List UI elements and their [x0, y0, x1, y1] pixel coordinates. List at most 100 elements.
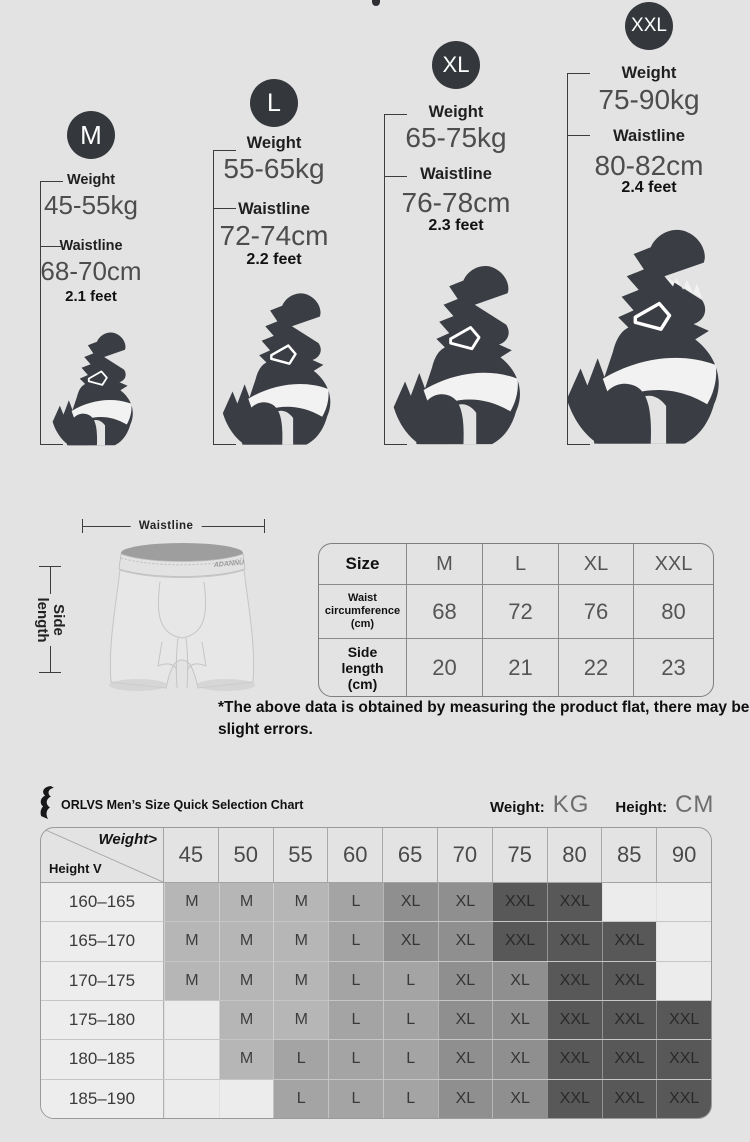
waistband-brand: ADANNU [213, 559, 246, 569]
waistline-value: 72-74cm [219, 220, 329, 251]
measurement-table: Size M L XL XXL Waist circumference (cm)… [318, 543, 714, 697]
weight-value: 75-90kg [598, 84, 700, 115]
weight-header-cell: 60 [327, 828, 382, 882]
recommended-size-cell: XL [437, 1000, 493, 1040]
recommended-size-cell: XXL [492, 883, 547, 922]
boxer-briefs-sketch: ADANNU [109, 543, 255, 691]
weight-label: Weight [621, 64, 677, 82]
height-range-cell: 165–170 [41, 922, 164, 961]
weight-value: 45-55kg [44, 190, 138, 220]
feet-value: 2.3 feet [428, 217, 484, 234]
recommended-size-cell: XXL [601, 1079, 657, 1118]
side-length-measure-label: Side length [32, 593, 68, 646]
side-length-value-xl: 22 [558, 638, 633, 696]
weight-value: 55-65kg [223, 153, 325, 184]
recommended-size-cell: M [164, 961, 219, 1000]
recommended-size-cell: L [382, 1079, 438, 1118]
dinosaur-mascot-l-icon [221, 292, 332, 446]
feet-value: 2.2 feet [246, 251, 302, 268]
recommended-size-cell: M [218, 1000, 274, 1040]
recommended-size-cell: M [218, 1040, 274, 1079]
recommended-size-cell: L [328, 961, 383, 1000]
waist-value-l: 72 [482, 584, 558, 638]
recommended-size-cell: M [218, 961, 274, 1000]
weight-label: Weight [428, 103, 484, 121]
recommended-size-cell: M [164, 922, 219, 961]
measure-bracket-m [40, 181, 63, 445]
empty-size-cell [656, 883, 711, 922]
recommended-size-cell: L [328, 922, 383, 961]
height-unit-label: Height: [615, 799, 668, 816]
size-selection-table: Weight> Height V 45 50 55 60 65 70 75 80 85 90 16… [40, 827, 712, 1119]
weight-header-cell: 50 [217, 828, 273, 882]
col-header-size: Size [345, 554, 380, 573]
weight-label: Weight [246, 134, 302, 152]
weight-unit: KG [552, 791, 590, 818]
selection-chart-row: 185–190 L L L XL XL XXL XXL XXL [41, 1078, 711, 1118]
recommended-size-cell: XL [382, 883, 438, 922]
recommended-size-cell: XL [492, 1079, 547, 1118]
recommended-size-cell: XL [492, 1000, 547, 1040]
recommended-size-cell: XXL [546, 1040, 602, 1079]
waistline-label: Waistline [420, 165, 492, 183]
selection-chart-row: 180–185 M L L L XL XL XXL XXL XXL [41, 1039, 711, 1079]
empty-size-cell [601, 883, 657, 922]
empty-size-cell [656, 961, 711, 1000]
height-unit: CM [675, 791, 715, 818]
waist-value-xl: 76 [558, 584, 633, 638]
weight-unit-label: Weight: [490, 799, 545, 816]
recommended-size-cell: XXL [546, 961, 602, 1000]
measurement-disclaimer: *The above data is obtained by measuring… [218, 699, 750, 738]
recommended-size-cell: XXL [546, 1000, 602, 1040]
recommended-size-cell: L [382, 1000, 438, 1040]
side-length-measure: Side length [32, 566, 68, 673]
selection-chart-row: 170–175 M M M L L XL XL XXL XXL [41, 960, 711, 1000]
weight-header-cell: 75 [491, 828, 547, 882]
recommended-size-cell: M [273, 961, 329, 1000]
size-l-label: L [267, 88, 281, 117]
corner-weight-label: Weight> [98, 831, 157, 848]
recommended-size-cell: XXL [601, 1040, 657, 1079]
recommended-size-cell: XXL [546, 1079, 602, 1118]
weight-header-cell: 65 [382, 828, 437, 882]
empty-size-cell [164, 1040, 219, 1079]
dinosaur-mascot-xl-icon [392, 264, 522, 446]
waistline-measure-label: Waistline [130, 520, 202, 532]
recommended-size-cell: XXL [601, 922, 657, 961]
height-range-cell: 180–185 [41, 1040, 164, 1079]
recommended-size-cell: M [218, 883, 274, 922]
selection-chart-row: 165–170 M M M L XL XL XXL XXL XXL [41, 921, 711, 961]
feet-value: 2.4 feet [621, 179, 677, 196]
size-m-badge: M [67, 111, 115, 159]
recommended-size-cell: XXL [546, 883, 602, 922]
recommended-size-cell: XL [437, 1040, 493, 1079]
recommended-size-cell: XL [437, 961, 493, 1000]
selection-chart-body: 160–165 M M M L XL XL XXL XXL 165–170 M M M L XL XL XXL X… [41, 883, 711, 1118]
recommended-size-cell: XL [492, 1040, 547, 1079]
weight-header-cell: 90 [656, 828, 711, 882]
waistline-value: 68-70cm [40, 256, 142, 286]
recommended-size-cell: XXL [546, 922, 602, 961]
size-xxl-label: XXL [631, 15, 667, 36]
waistline-value: 80-82cm [594, 150, 704, 181]
empty-size-cell [164, 1000, 219, 1040]
size-xl-badge: XL [432, 41, 480, 89]
recommended-size-cell: M [273, 883, 329, 922]
corner-height-label: Height V [49, 861, 102, 876]
recommended-size-cell: XXL [656, 1040, 711, 1079]
col-header-l: L [482, 544, 558, 584]
weight-label: Weight [66, 172, 116, 188]
recommended-size-cell: XXL [601, 961, 657, 1000]
size-m-label: M [80, 119, 102, 150]
side-length-value-m: 20 [406, 638, 482, 696]
recommended-size-cell: M [273, 1000, 329, 1040]
waist-value-m: 68 [406, 584, 482, 638]
recommended-size-cell: XL [382, 922, 438, 961]
weight-header-cell: 80 [546, 828, 602, 882]
height-range-cell: 160–165 [41, 883, 164, 922]
waistline-label: Waistline [613, 127, 685, 145]
recommended-size-cell: M [164, 883, 219, 922]
height-range-cell: 175–180 [41, 1000, 164, 1040]
feet-value: 2.1 feet [65, 288, 117, 305]
